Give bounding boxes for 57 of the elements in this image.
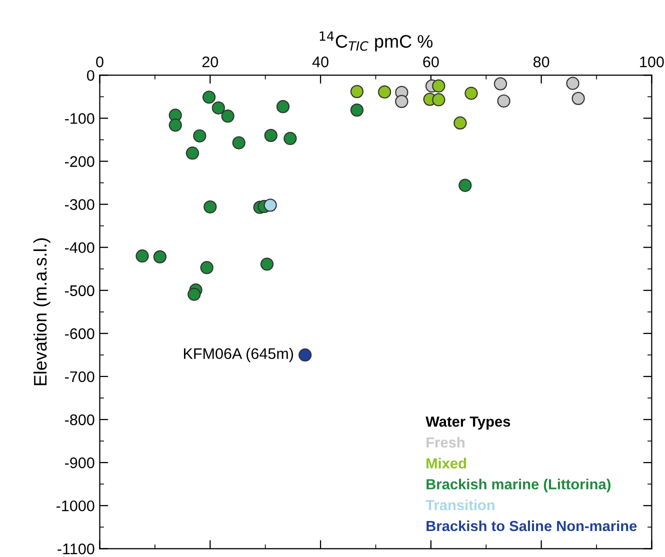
point [350,84,364,98]
y-tick-label: -700 [64,371,94,382]
point [264,128,278,142]
point [221,110,234,123]
text: Brackish to Saline Non-marine [426,520,637,532]
point [566,76,580,90]
point [395,94,408,108]
text: Brackish marine (Littorina) [426,478,610,492]
point [232,136,246,150]
x-tick-label: 80 [533,56,550,68]
y-axis-title: Elevation (m.a.s.l.) [33,238,50,386]
point [260,258,274,271]
text: Mixed [426,458,466,469]
point [494,77,508,90]
point [497,94,510,108]
y-tick-label: -800 [64,414,94,426]
x-tick-label: 20 [202,56,218,68]
annotation: KFM06A (645m) [184,348,294,362]
y-tick-label: -500 [64,285,94,296]
point [153,250,166,264]
point [200,261,214,274]
point [188,288,201,301]
y-tick-label: -100 [64,113,94,124]
point [572,92,585,106]
point [204,200,217,214]
point [212,101,225,114]
point [186,146,200,160]
y-tick-label: -200 [64,156,94,167]
x-tick-label: 40 [312,56,328,68]
point [464,86,478,100]
text: Transition [426,500,494,510]
point [458,178,472,192]
x-tick-label: 60 [423,56,439,68]
point [193,129,206,142]
point [432,93,446,106]
point [284,132,297,146]
x-tick-label: 0 [96,56,104,68]
point [378,85,392,99]
x-axis-title: $^{14}$C$_{TIC}$ pmC % [320,32,433,52]
point [298,348,312,362]
x-tick-label: 100 [640,56,664,68]
y-tick-label: -400 [64,242,94,254]
y-tick-label: -1100 [58,544,94,554]
point [432,79,446,93]
legend-title: Water Types [426,416,510,430]
y-tick-label: 0 [86,70,94,81]
point [168,118,182,132]
y-tick-label: -300 [64,199,94,210]
point [136,249,149,263]
point [202,90,216,104]
point [454,116,467,130]
point [276,100,290,114]
y-tick-label: -1000 [56,500,94,512]
y-tick-label: -600 [64,328,94,340]
y-tick-label: -900 [64,457,94,468]
point [350,103,364,117]
point [264,198,277,212]
